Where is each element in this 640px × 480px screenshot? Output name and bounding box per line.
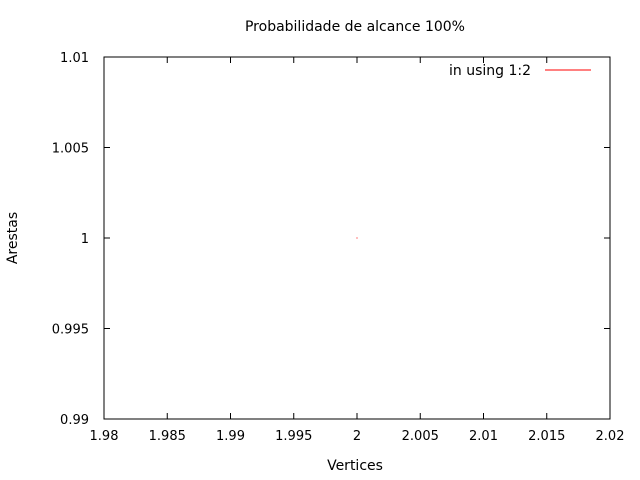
y-tick-label: 0.995 bbox=[52, 323, 89, 338]
y-tick-label: 1.01 bbox=[60, 51, 89, 66]
y-tick-label: 1.005 bbox=[52, 142, 89, 157]
y-axis-ticks: 0.99 0.995 1 1.005 1.01 bbox=[52, 51, 610, 428]
y-tick-label: 1 bbox=[81, 232, 89, 247]
x-axis-label: Vertices bbox=[327, 458, 383, 474]
legend-label: in using 1:2 bbox=[449, 63, 531, 79]
x-tick-label: 1.98 bbox=[90, 429, 119, 444]
x-tick-label: 2.005 bbox=[402, 429, 439, 444]
x-tick-label: 1.995 bbox=[275, 429, 312, 444]
x-tick-label: 2.015 bbox=[528, 429, 565, 444]
legend: in using 1:2 bbox=[449, 63, 591, 79]
x-tick-label: 2.01 bbox=[469, 429, 498, 444]
y-tick-label: 0.99 bbox=[60, 413, 89, 428]
x-axis-ticks: 1.98 1.985 1.99 1.995 2 2.005 2.01 2.015 2.02 bbox=[90, 57, 625, 444]
x-tick-label: 2 bbox=[353, 429, 361, 444]
x-tick-label: 1.985 bbox=[149, 429, 186, 444]
x-tick-label: 1.99 bbox=[216, 429, 245, 444]
y-axis-label: Arestas bbox=[5, 212, 21, 264]
x-tick-label: 2.02 bbox=[596, 429, 625, 444]
chart-title: Probabilidade de alcance 100% bbox=[245, 19, 465, 35]
